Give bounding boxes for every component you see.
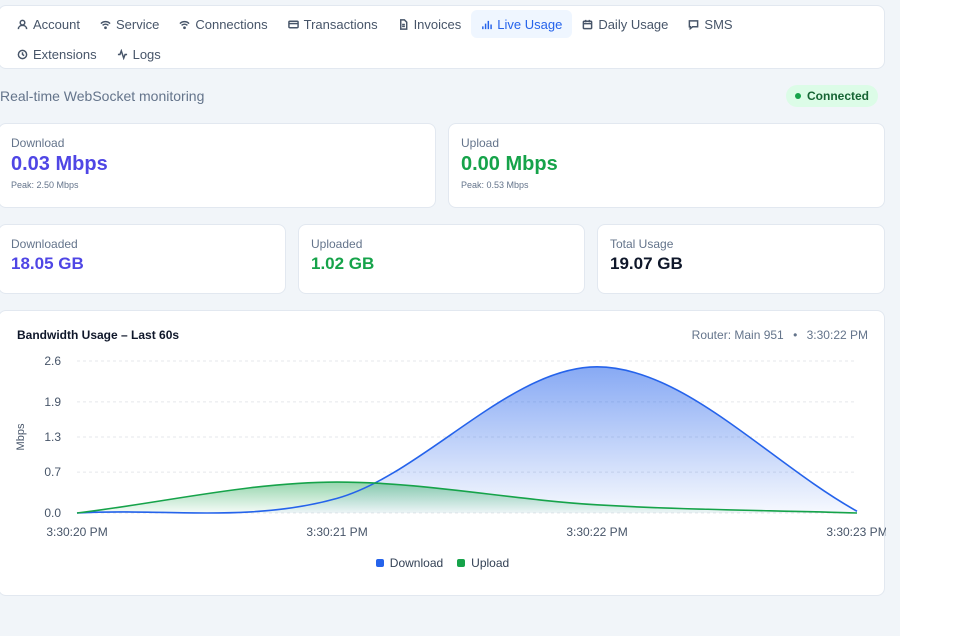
download-rate-value: 0.03 Mbps — [11, 153, 108, 175]
total-usage-card: Total Usage 19.07 GB — [597, 224, 885, 294]
series-line-download — [76, 366, 858, 514]
legend-swatch — [457, 559, 466, 567]
tab-account[interactable]: Account — [7, 10, 90, 38]
downloaded-value: 18.05 GB — [11, 254, 84, 273]
card-icon — [287, 20, 299, 28]
tab-row-2: Extensions Logs — [7, 40, 876, 68]
tab-connections[interactable]: Connections — [169, 10, 277, 38]
page-subtitle: Real-time WebSocket monitoring — [0, 88, 205, 104]
tab-daily-usage[interactable]: Daily Usage — [572, 10, 678, 38]
tab-logs[interactable]: Logs — [107, 40, 171, 68]
chart-legend: Download Upload — [0, 556, 886, 570]
upload-rate-value: 0.00 Mbps — [461, 153, 558, 175]
wifi-icon — [100, 20, 111, 29]
message-icon — [689, 19, 699, 30]
downloaded-label: Downloaded — [11, 237, 78, 251]
tab-label: Connections — [195, 16, 268, 32]
legend-item-download[interactable]: Download — [375, 556, 444, 570]
uploaded-value: 1.02 GB — [311, 254, 375, 273]
document-icon — [399, 18, 408, 30]
tab-service[interactable]: Service — [90, 10, 169, 38]
tab-label: Transactions — [303, 16, 378, 32]
chart-meta: Router: Main 951 • 3:30:22 PM — [692, 328, 868, 342]
download-rate-card: Download 0.03 Mbps Peak: 2.50 Mbps — [0, 123, 436, 208]
tab-label: Account — [33, 16, 80, 32]
tab-sms[interactable]: SMS — [678, 10, 742, 38]
tab-label: Logs — [132, 46, 161, 62]
tab-navigation: Account Service Connections Transactions Inv… — [0, 5, 885, 69]
downloaded-total-card: Downloaded 18.05 GB — [0, 224, 286, 294]
x-tick-label: 3:30:21 PM — [306, 525, 367, 539]
x-tick-label: 3:30:23 PM — [826, 525, 886, 539]
upload-rate-label: Upload — [461, 136, 500, 150]
total-usage-value: 19.07 GB — [610, 254, 683, 273]
clock-icon — [17, 49, 28, 59]
tab-transactions[interactable]: Transactions — [278, 10, 388, 38]
tab-label: Live Usage — [497, 16, 563, 32]
tab-label: Invoices — [413, 16, 462, 32]
tab-label: SMS — [704, 16, 733, 32]
tab-label: Daily Usage — [598, 16, 669, 32]
calendar-icon — [582, 19, 593, 29]
bandwidth-chart: 0.0 0.7 1.3 1.9 2.6 3:30:20 PM 3:30:21 PM 3:30:… — [15, 354, 886, 539]
connection-status-badge: Connected — [786, 85, 879, 107]
legend-item-upload[interactable]: Upload — [457, 556, 509, 570]
y-tick-label: 0.7 — [44, 465, 61, 479]
tab-row-1: Account Service Connections Transactions Inv… — [7, 10, 876, 38]
tab-live-usage[interactable]: Live Usage — [471, 10, 573, 38]
legend-label: Upload — [471, 556, 510, 570]
bandwidth-chart-card: Bandwidth Usage – Last 60s Router: Main … — [0, 310, 886, 596]
y-tick-label: 1.9 — [44, 395, 61, 409]
chart-title: Bandwidth Usage – Last 60s — [17, 328, 180, 342]
status-dot-icon — [795, 93, 801, 99]
activity-icon — [117, 48, 127, 60]
tab-label: Service — [115, 16, 160, 32]
status-label: Connected — [807, 89, 870, 103]
download-peak: Peak: 2.50 Mbps — [11, 180, 79, 190]
series-area-upload — [77, 482, 857, 513]
y-tick-label: 1.3 — [44, 430, 61, 444]
series-line-upload — [76, 481, 858, 514]
y-tick-label: 2.6 — [44, 354, 61, 368]
y-tick-label: 0.0 — [44, 506, 61, 520]
page-gutter — [900, 0, 966, 636]
y-axis-label: Mbps — [15, 423, 27, 450]
bar-chart-icon — [482, 20, 493, 29]
download-rate-label: Download — [11, 136, 65, 150]
upload-peak: Peak: 0.53 Mbps — [461, 180, 529, 190]
upload-rate-card: Upload 0.00 Mbps Peak: 0.53 Mbps — [448, 123, 885, 208]
tab-label: Extensions — [33, 46, 97, 62]
legend-swatch — [375, 559, 384, 567]
legend-label: Download — [389, 556, 444, 570]
router-label: Router: Main 951 — [691, 328, 784, 342]
tab-extensions[interactable]: Extensions — [7, 40, 107, 68]
tab-invoices[interactable]: Invoices — [388, 10, 472, 38]
total-usage-label: Total Usage — [610, 237, 674, 251]
meta-separator: • — [793, 328, 798, 342]
x-tick-label: 3:30:20 PM — [46, 525, 107, 539]
series-area-download — [77, 366, 857, 513]
user-icon — [17, 19, 28, 29]
x-tick-label: 3:30:22 PM — [566, 525, 627, 539]
uploaded-label: Uploaded — [311, 237, 363, 251]
wifi-icon — [179, 20, 190, 29]
uploaded-total-card: Uploaded 1.02 GB — [298, 224, 585, 294]
chart-timestamp: 3:30:22 PM — [806, 328, 868, 342]
